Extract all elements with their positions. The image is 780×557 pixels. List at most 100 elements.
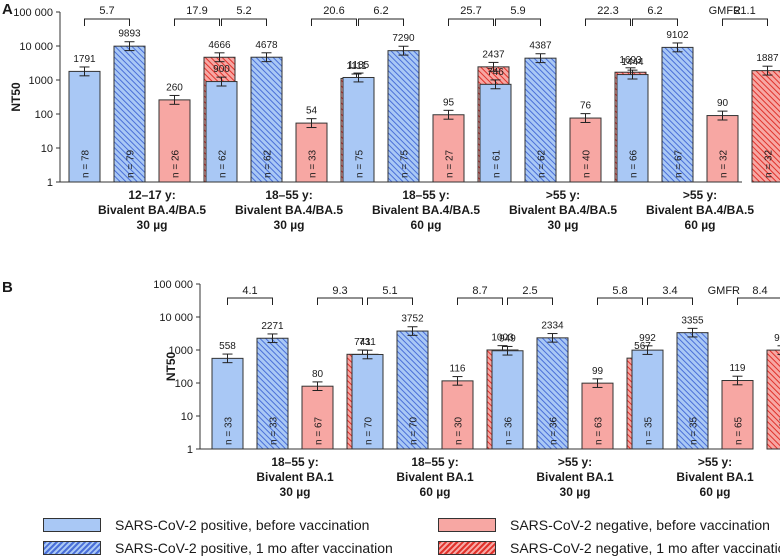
y-tick-label: 1000 [29, 75, 53, 87]
group-label: Bivalent BA.4/BA.5 [372, 203, 480, 217]
data-label: 2437 [482, 49, 505, 60]
group-label: >55 y: [698, 455, 732, 469]
y-tick-label: 1 [47, 177, 53, 189]
bar [706, 115, 739, 183]
gmfr-bracket [448, 18, 494, 26]
gmfr-value: 5.1 [382, 285, 397, 297]
group-label: Bivalent BA.1 [676, 470, 754, 484]
gmfr-value: 6.2 [373, 5, 388, 17]
bar [536, 337, 569, 450]
n-label: n = 30 [454, 416, 465, 445]
data-label: 558 [219, 341, 236, 352]
gmfr-value: 6.2 [647, 5, 662, 17]
group-label: 18–55 y: [402, 188, 449, 202]
n-label: n = 67 [314, 416, 325, 445]
gmfr-bracket [84, 18, 130, 26]
gmfr-bracket [585, 18, 631, 26]
gmfr-bracket [367, 297, 413, 305]
gmfr-value: 8.4 [752, 285, 767, 297]
data-label: 80 [312, 369, 324, 380]
group-label: 30 µg [274, 218, 305, 232]
group-label: 60 µg [685, 218, 716, 232]
y-axis-title: NT50 [9, 82, 23, 112]
bar [387, 50, 420, 183]
n-label: n = 66 [629, 149, 640, 178]
n-label: n = 26 [171, 149, 182, 178]
data-label: 993 [774, 333, 780, 344]
gmfr-bracket [507, 297, 553, 305]
gmfr-bracket [311, 18, 357, 26]
gmfr-value: 20.6 [323, 5, 344, 17]
y-axis-title: NT50 [164, 352, 178, 382]
n-label: n = 27 [445, 149, 456, 178]
group-label: 30 µg [137, 218, 168, 232]
group-label: 30 µg [548, 218, 579, 232]
group-label: 12–17 y: [128, 188, 175, 202]
bar [396, 330, 429, 450]
bar [342, 76, 375, 183]
gmfr-bracket [737, 297, 780, 305]
gmfr-bracket [358, 18, 404, 26]
data-label: 2334 [541, 321, 564, 332]
n-label: n = 67 [674, 149, 685, 178]
bar [211, 357, 244, 450]
group-label: 60 µg [411, 218, 442, 232]
data-label: 4387 [529, 41, 552, 52]
bar [721, 380, 754, 450]
gmfr-bracket [495, 18, 541, 26]
bar [524, 57, 557, 183]
bar [301, 385, 334, 450]
bar [676, 332, 709, 450]
data-label: 99 [592, 366, 604, 377]
gmfr-value: 21.1 [734, 5, 755, 17]
gmfr-label: GMFR [709, 5, 741, 17]
gmfr-value: 5.7 [99, 5, 114, 17]
data-label: 260 [166, 82, 183, 93]
n-label: n = 40 [582, 149, 593, 178]
gmfr-label: GMFR [708, 285, 740, 297]
data-label: 1444 [621, 57, 644, 68]
group-label: Bivalent BA.1 [256, 470, 334, 484]
gmfr-value: 2.5 [522, 285, 537, 297]
data-label: 7290 [392, 33, 415, 44]
gmfr-bracket [317, 297, 363, 305]
data-label: 119 [730, 363, 746, 374]
gmfr-value: 8.7 [472, 285, 487, 297]
bar [113, 45, 146, 183]
data-label: 949 [499, 333, 516, 344]
data-label: 4666 [208, 40, 231, 51]
bar [351, 353, 384, 450]
y-tick-label: 100 000 [153, 279, 193, 291]
panel-a: A 1 10 100 1000 10 000 100 000 NT50 GMFR 1791 n = … [2, 1, 780, 232]
n-label: n = 32 [719, 149, 730, 178]
group-label: >55 y: [546, 188, 580, 202]
bar [631, 349, 664, 450]
group-label: Bivalent BA.4/BA.5 [98, 203, 206, 217]
gmfr-value: 17.9 [186, 5, 207, 17]
group-label: 60 µg [420, 485, 451, 499]
n-label: n = 63 [594, 416, 605, 445]
group-label: Bivalent BA.1 [536, 470, 614, 484]
data-label: 90 [717, 98, 729, 109]
gmfr-value: 4.1 [242, 285, 257, 297]
n-label: n = 62 [263, 149, 274, 178]
group-label: Bivalent BA.1 [396, 470, 474, 484]
data-label: 1887 [756, 53, 779, 64]
data-label: 731 [359, 337, 376, 348]
y-tick-label: 10 [181, 411, 193, 423]
n-label: n = 35 [689, 416, 700, 445]
data-label: 1003 [491, 333, 514, 344]
n-label: n = 36 [549, 416, 560, 445]
data-label: 4678 [255, 40, 278, 51]
bar [661, 46, 694, 183]
group-label: 30 µg [560, 485, 591, 499]
n-label: n = 33 [224, 416, 235, 445]
gmfr-bracket [174, 18, 220, 26]
y-tick-label: 100 [35, 109, 53, 121]
bar [256, 337, 289, 450]
data-label: 1791 [73, 54, 96, 65]
data-label: 992 [639, 333, 656, 344]
n-label: n = 75 [355, 149, 366, 178]
group-label: >55 y: [683, 188, 717, 202]
